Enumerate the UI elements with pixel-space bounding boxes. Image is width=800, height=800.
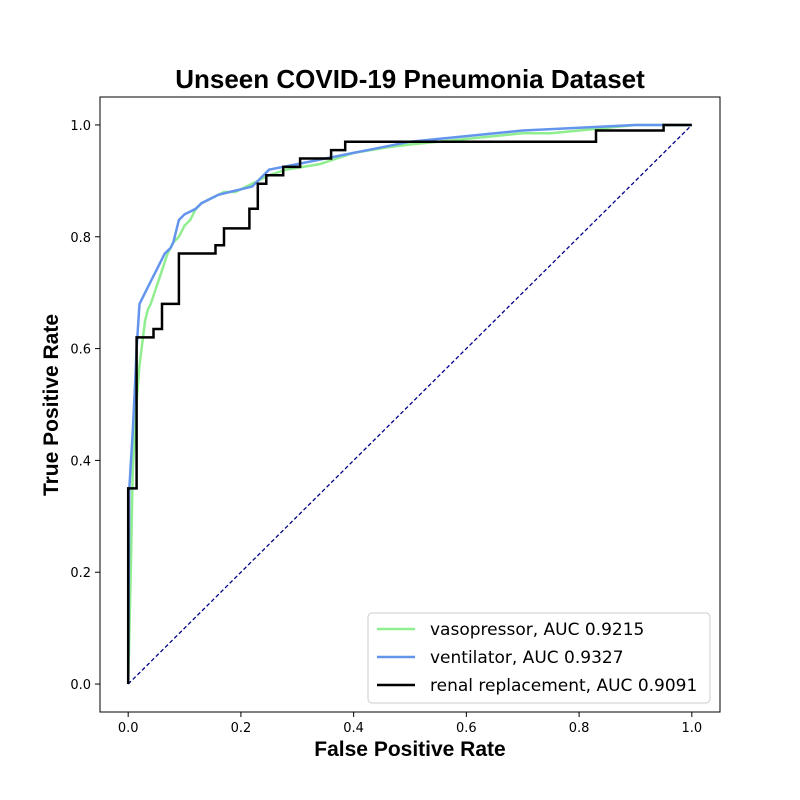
x-tick-label: 0.4 — [343, 721, 364, 736]
x-tick-label: 0.8 — [569, 721, 590, 736]
axis-ticks: 0.0 0.2 0.4 0.6 0.8 1.0 0.0 0.2 0.4 0.6 0.8 1.0 — [70, 119, 702, 736]
y-tick-label: 0.0 — [70, 678, 91, 693]
legend-entry-1: ventilator, AUC 0.9327 — [430, 648, 624, 668]
chart-title: Unseen COVID-19 Pneumonia Dataset — [175, 64, 645, 94]
y-tick-label: 1.0 — [70, 119, 91, 134]
x-axis-label: False Positive Rate — [314, 738, 505, 761]
x-tick-label: 0.2 — [231, 721, 252, 736]
x-tick-label: 0.6 — [456, 721, 477, 736]
legend-entry-2: renal replacement, AUC 0.9091 — [430, 676, 697, 696]
legend: vasopressor, AUC 0.9215 ventilator, AUC 0… — [367, 612, 711, 704]
y-axis-label: True Positive Rate — [40, 314, 63, 496]
plot-area — [99, 96, 721, 713]
legend-entry-0: vasopressor, AUC 0.9215 — [430, 620, 644, 640]
diagonal-reference-line — [127, 124, 693, 685]
legend-box — [367, 612, 711, 704]
x-tick-label: 1.0 — [681, 721, 702, 736]
y-tick-label: 0.6 — [70, 343, 91, 358]
y-tick-label: 0.8 — [70, 231, 91, 246]
axes-frame — [99, 96, 721, 713]
y-tick-label: 0.4 — [70, 454, 91, 469]
x-tick-label: 0.0 — [118, 721, 139, 736]
series-line-0 — [126, 123, 692, 685]
series-line-1 — [126, 123, 692, 685]
series-line-2 — [126, 123, 692, 684]
y-tick-label: 0.2 — [70, 566, 91, 581]
